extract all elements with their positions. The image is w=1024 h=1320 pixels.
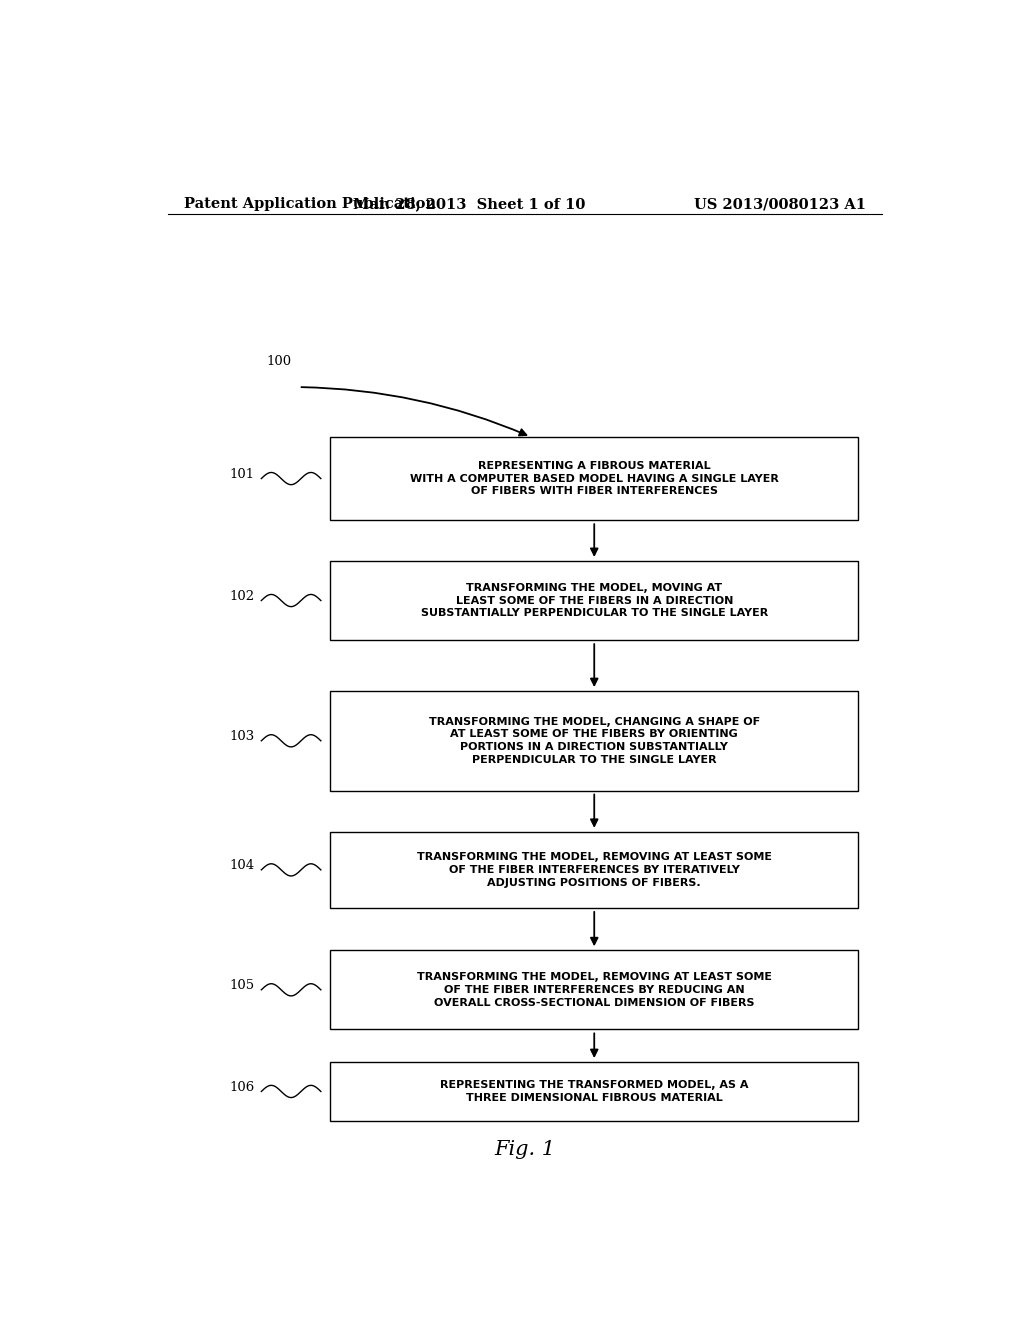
Text: Patent Application Publication: Patent Application Publication [183,197,435,211]
Text: TRANSFORMING THE MODEL, REMOVING AT LEAST SOME
OF THE FIBER INTERFERENCES BY RED: TRANSFORMING THE MODEL, REMOVING AT LEAS… [417,972,772,1007]
Text: 105: 105 [229,979,255,993]
FancyBboxPatch shape [331,950,858,1030]
Text: TRANSFORMING THE MODEL, MOVING AT
LEAST SOME OF THE FIBERS IN A DIRECTION
SUBSTA: TRANSFORMING THE MODEL, MOVING AT LEAST … [421,582,768,618]
FancyBboxPatch shape [331,561,858,640]
Text: 102: 102 [229,590,255,603]
Text: 101: 101 [229,469,255,480]
Text: REPRESENTING A FIBROUS MATERIAL
WITH A COMPUTER BASED MODEL HAVING A SINGLE LAYE: REPRESENTING A FIBROUS MATERIAL WITH A C… [410,461,778,496]
Text: 103: 103 [229,730,255,743]
Text: US 2013/0080123 A1: US 2013/0080123 A1 [694,197,866,211]
FancyBboxPatch shape [331,832,858,908]
Text: Fig. 1: Fig. 1 [495,1140,555,1159]
Text: 104: 104 [229,859,255,873]
FancyBboxPatch shape [331,1063,858,1121]
FancyBboxPatch shape [331,437,858,520]
Text: 100: 100 [267,355,292,368]
Text: REPRESENTING THE TRANSFORMED MODEL, AS A
THREE DIMENSIONAL FIBROUS MATERIAL: REPRESENTING THE TRANSFORMED MODEL, AS A… [440,1080,749,1102]
Text: 106: 106 [229,1081,255,1094]
FancyBboxPatch shape [331,690,858,791]
Text: TRANSFORMING THE MODEL, CHANGING A SHAPE OF
AT LEAST SOME OF THE FIBERS BY ORIEN: TRANSFORMING THE MODEL, CHANGING A SHAPE… [429,717,760,766]
Text: TRANSFORMING THE MODEL, REMOVING AT LEAST SOME
OF THE FIBER INTERFERENCES BY ITE: TRANSFORMING THE MODEL, REMOVING AT LEAS… [417,853,772,887]
Text: Mar. 28, 2013  Sheet 1 of 10: Mar. 28, 2013 Sheet 1 of 10 [353,197,586,211]
